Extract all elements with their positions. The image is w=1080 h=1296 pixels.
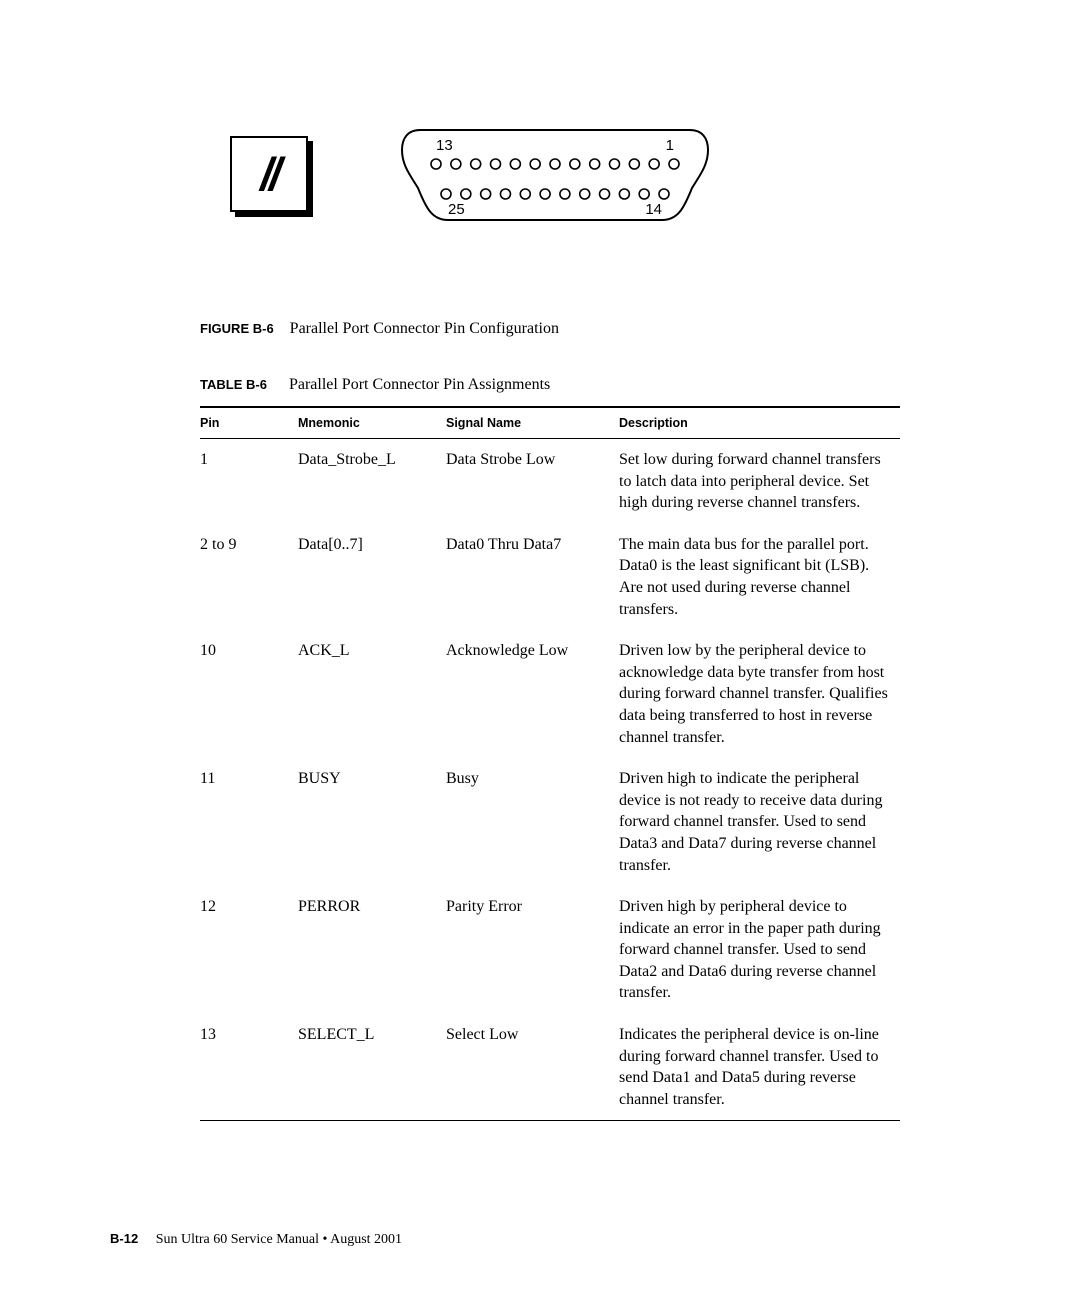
figure-caption-text: Parallel Port Connector Pin Configuratio… — [290, 320, 559, 337]
figure-caption: FIGURE B-6 Parallel Port Connector Pin C… — [200, 320, 900, 338]
table-header-row: Pin Mnemonic Signal Name Description — [200, 407, 900, 439]
table-cell: 13 — [200, 1014, 298, 1121]
table-row: 10ACK_LAcknowledge LowDriven low by the … — [200, 630, 900, 758]
figure-label: FIGURE B-6 — [200, 321, 274, 336]
page-footer: B-12 Sun Ultra 60 Service Manual • Augus… — [110, 1231, 402, 1248]
col-header-pin: Pin — [200, 407, 298, 439]
table-cell: 12 — [200, 886, 298, 1014]
table-cell: Data[0..7] — [298, 524, 446, 630]
table-label: TABLE B-6 — [200, 377, 267, 392]
col-header-mnemonic: Mnemonic — [298, 407, 446, 439]
table-cell: Busy — [446, 758, 619, 886]
footer-text: Sun Ultra 60 Service Manual • August 200… — [156, 1232, 402, 1247]
table-caption: TABLE B-6 Parallel Port Connector Pin As… — [200, 376, 900, 394]
table-cell: Set low during forward channel transfers… — [619, 439, 900, 524]
table-cell: Acknowledge Low — [446, 630, 619, 758]
slashes-icon: // — [260, 151, 278, 197]
table-cell: Driven low by the peripheral device to a… — [619, 630, 900, 758]
table-row: 2 to 9Data[0..7]Data0 Thru Data7The main… — [200, 524, 900, 630]
table-cell: Indicates the peripheral device is on-li… — [619, 1014, 900, 1121]
db25-connector-icon: 13 1 25 14 — [400, 120, 710, 230]
table-cell: ACK_L — [298, 630, 446, 758]
col-header-description: Description — [619, 407, 900, 439]
col-header-signal: Signal Name — [446, 407, 619, 439]
table-row: 11BUSYBusyDriven high to indicate the pe… — [200, 758, 900, 886]
figure-diagram: // 13 1 25 14 — [230, 120, 900, 230]
table-cell: 2 to 9 — [200, 524, 298, 630]
parallel-port-icon: // — [230, 136, 310, 214]
table-cell: Data_Strobe_L — [298, 439, 446, 524]
page: // 13 1 25 14 FIGURE B-6 Parallel Port Conn… — [0, 0, 1080, 1296]
table-cell: Data Strobe Low — [446, 439, 619, 524]
table-cell: Driven high by peripheral device to indi… — [619, 886, 900, 1014]
table-cell: 10 — [200, 630, 298, 758]
table-cell: The main data bus for the parallel port.… — [619, 524, 900, 630]
svg-text:25: 25 — [448, 201, 465, 218]
table-cell: Driven high to indicate the peripheral d… — [619, 758, 900, 886]
table-cell: 1 — [200, 439, 298, 524]
table-row: 12PERRORParity ErrorDriven high by perip… — [200, 886, 900, 1014]
table-row: 13SELECT_LSelect LowIndicates the periph… — [200, 1014, 900, 1121]
table-caption-text: Parallel Port Connector Pin Assignments — [289, 376, 550, 393]
table-cell: 11 — [200, 758, 298, 886]
table-row: 1Data_Strobe_LData Strobe LowSet low dur… — [200, 439, 900, 524]
table-cell: Parity Error — [446, 886, 619, 1014]
table-cell: PERROR — [298, 886, 446, 1014]
table-cell: BUSY — [298, 758, 446, 886]
table-cell: SELECT_L — [298, 1014, 446, 1121]
table-cell: Select Low — [446, 1014, 619, 1121]
table-cell: Data0 Thru Data7 — [446, 524, 619, 630]
footer-page-number: B-12 — [110, 1231, 138, 1246]
pin-assignments-table: Pin Mnemonic Signal Name Description 1Da… — [200, 406, 900, 1121]
icon-box: // — [230, 136, 308, 212]
svg-text:13: 13 — [436, 137, 453, 154]
svg-text:14: 14 — [645, 201, 662, 218]
svg-text:1: 1 — [666, 137, 674, 154]
